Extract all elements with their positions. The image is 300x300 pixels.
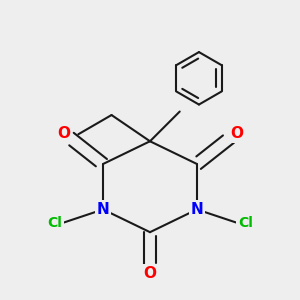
Text: O: O — [143, 266, 157, 281]
Text: Cl: Cl — [47, 216, 62, 230]
Text: Cl: Cl — [238, 216, 253, 230]
Text: O: O — [230, 126, 243, 141]
Text: N: N — [97, 202, 110, 217]
Text: O: O — [57, 126, 70, 141]
Text: N: N — [190, 202, 203, 217]
